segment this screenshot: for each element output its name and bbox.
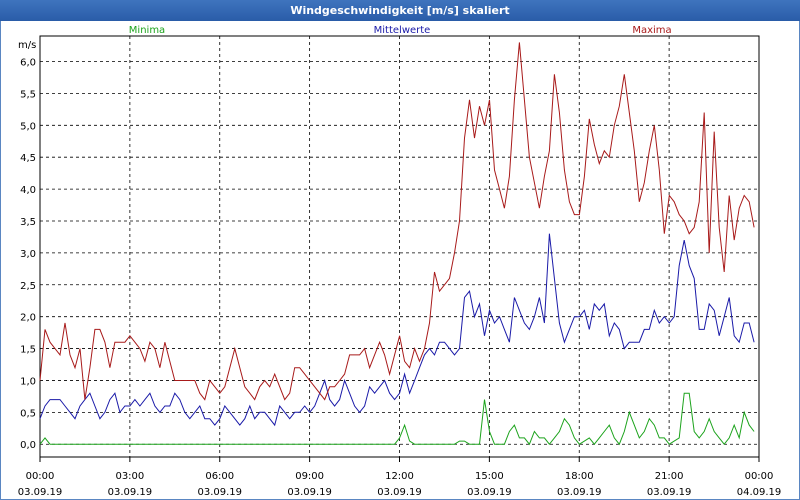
y-tick-label: 0,0: [20, 440, 36, 451]
x-tick-time: 12:00: [385, 471, 414, 482]
series-mittelwerte-line: [39, 233, 755, 427]
x-tick-date: 04.09.19: [737, 487, 782, 498]
x-tick-date: 03.09.19: [647, 487, 692, 498]
y-tick-label: 3,0: [20, 249, 36, 260]
x-tick-date: 03.09.19: [467, 487, 512, 498]
x-tick-date: 03.09.19: [18, 487, 63, 498]
y-tick-label: 2,5: [20, 281, 36, 292]
y-tick-label: 0,5: [20, 408, 36, 419]
legend-minima: Minima: [129, 25, 165, 36]
x-axis: 00:00 03.09.19 03:00 03.09.19 06:00 03.09.19 0…: [18, 457, 782, 498]
series-maxima-line: [39, 42, 755, 401]
chart-title: Windgeschwindigkeit [m/s] skaliert: [0, 0, 800, 21]
legend: Minima Mittelwerte Maxima: [129, 25, 672, 36]
x-tick-time: 15:00: [475, 471, 504, 482]
x-tick-date: 03.09.19: [557, 487, 602, 498]
grid: [40, 36, 759, 457]
y-axis-label: m/s: [18, 40, 36, 51]
y-tick-label: 1,5: [20, 345, 36, 356]
y-tick-label: 2,0: [20, 313, 36, 324]
y-tick-label: 5,5: [20, 89, 36, 100]
y-tick-label: 5,0: [20, 121, 36, 132]
x-tick-time: 00:00: [745, 471, 774, 482]
x-tick-time: 06:00: [205, 471, 234, 482]
x-tick-date: 03.09.19: [197, 487, 242, 498]
y-tick-label: 4,0: [20, 185, 36, 196]
x-tick-time: 18:00: [565, 471, 594, 482]
x-tick-date: 03.09.19: [287, 487, 332, 498]
legend-mittelwerte: Mittelwerte: [374, 25, 431, 36]
y-axis: 0,0 0,5 1,0 1,5 2,0 2,5 3,0 3,5 4,0 4,5 5,0 5,5 6,0: [20, 58, 36, 452]
series-lines: [39, 42, 755, 446]
legend-maxima: Maxima: [632, 25, 671, 36]
x-tick-time: 09:00: [295, 471, 324, 482]
y-tick-label: 6,0: [20, 58, 36, 69]
y-tick-label: 1,0: [20, 376, 36, 387]
x-tick-time: 03:00: [115, 471, 144, 482]
y-tick-label: 3,5: [20, 217, 36, 228]
x-tick-time: 00:00: [26, 471, 55, 482]
x-tick-time: 21:00: [655, 471, 684, 482]
x-tick-date: 03.09.19: [108, 487, 153, 498]
y-tick-label: 4,5: [20, 153, 36, 164]
x-tick-date: 03.09.19: [377, 487, 422, 498]
series-minima-line: [39, 392, 755, 446]
